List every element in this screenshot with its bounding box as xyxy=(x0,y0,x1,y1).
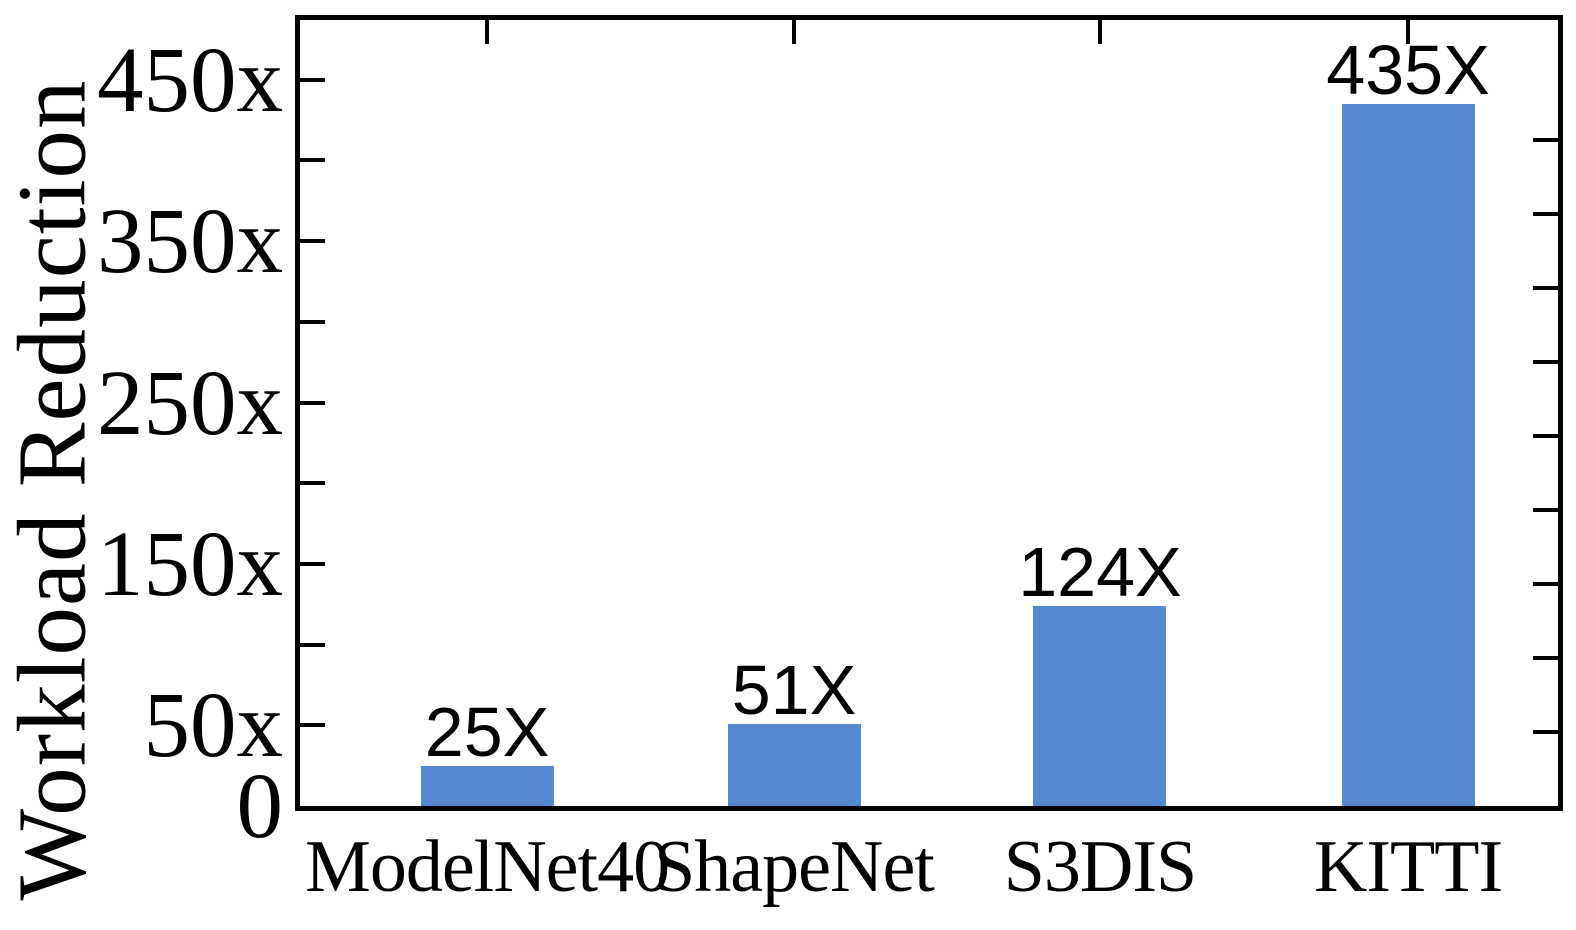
y-axis-left-tick xyxy=(300,77,325,82)
y-axis-left-tick xyxy=(300,158,325,163)
y-axis-left-tick xyxy=(300,319,325,324)
y-axis-left-tick xyxy=(300,239,325,244)
x-axis-top-tick xyxy=(1406,20,1411,44)
y-axis-right-tick xyxy=(1533,137,1558,142)
y-tick-label: 50x xyxy=(143,674,284,778)
x-category-label: S3DIS xyxy=(1003,826,1197,908)
y-axis-right-tick xyxy=(1533,285,1558,290)
y-axis-left-tick xyxy=(300,400,325,405)
bar-value-label: 51X xyxy=(731,651,857,730)
bar-value-label: 435X xyxy=(1326,31,1490,110)
y-axis-left-tick xyxy=(300,723,325,728)
x-category-label: KITTI xyxy=(1313,826,1503,908)
x-category-label: ShapeNet xyxy=(654,826,935,908)
y-axis-left-tick xyxy=(300,642,325,647)
y-tick-label: 450x xyxy=(97,28,283,132)
x-axis-top-tick xyxy=(485,20,490,44)
y-axis-left-tick xyxy=(300,561,325,566)
y-axis-right-tick xyxy=(1533,581,1558,586)
y-axis-right-tick xyxy=(1533,507,1558,512)
y-axis-right-tick xyxy=(1533,433,1558,438)
y-axis-right-tick xyxy=(1533,211,1558,216)
y-tick-label: 250x xyxy=(97,351,283,455)
y-axis-right-tick xyxy=(1533,359,1558,364)
bar-kitti xyxy=(1341,103,1475,806)
bar-modelnet40 xyxy=(420,765,554,806)
bar-value-label: 25X xyxy=(424,693,550,772)
y-axis-right-tick xyxy=(1533,730,1558,734)
x-category-label: ModelNet40 xyxy=(305,826,670,908)
bar-shapenet xyxy=(727,723,861,806)
bar-s3dis xyxy=(1033,605,1167,806)
y-axis-left-tick xyxy=(300,481,325,486)
bar-value-label: 124X xyxy=(1018,533,1182,612)
y-tick-label: 350x xyxy=(97,190,283,294)
y-axis-tick-labels: 0 50x 150x 250x 350x 450x xyxy=(0,0,283,930)
y-axis-right-tick xyxy=(1533,655,1558,660)
x-axis-top-tick xyxy=(1097,20,1102,44)
y-tick-label: 0 xyxy=(236,755,284,858)
x-axis-top-tick xyxy=(792,20,797,44)
y-tick-label: 150x xyxy=(97,512,283,616)
plot-area: 25X 51X 124X 435X xyxy=(295,15,1563,811)
